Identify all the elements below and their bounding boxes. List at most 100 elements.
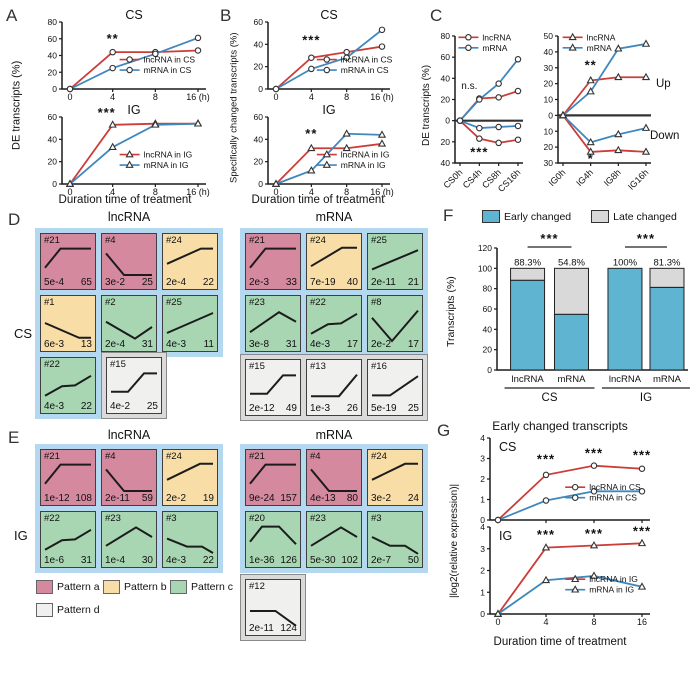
pattern-box-count: 102 — [341, 555, 358, 566]
svg-text:lncRNA in IG: lncRNA in IG — [589, 574, 638, 584]
svg-text:3: 3 — [480, 454, 485, 464]
pattern-box-id: #24 — [371, 451, 387, 462]
panel-f-legend: Early changed Late changed — [482, 210, 677, 223]
pattern-box-count: 21 — [407, 277, 419, 288]
pattern-box: #21 5e-4 65 — [40, 233, 96, 290]
pattern-box-id: #22 — [44, 359, 60, 370]
panel-g-xlabel: Duration time of treatment — [493, 636, 627, 648]
svg-text:0: 0 — [495, 617, 500, 627]
svg-text:40: 40 — [441, 158, 451, 168]
panel-a-ylabel: DE transcripts (%) — [10, 60, 23, 150]
svg-text:CS: CS — [125, 8, 142, 22]
svg-text:***: *** — [537, 452, 555, 467]
panel-d-mrna-title: mRNA — [315, 210, 353, 224]
panel-f-letter: F — [443, 206, 454, 225]
svg-text:8: 8 — [153, 187, 158, 197]
pattern-box-id: #24 — [166, 451, 182, 462]
pattern-box-id: #15 — [110, 359, 126, 370]
svg-text:20: 20 — [48, 157, 58, 167]
pattern-box-pvalue: 1e-12 — [44, 493, 70, 504]
svg-text:1: 1 — [480, 587, 485, 597]
pattern-box-id: #3 — [371, 513, 382, 524]
svg-text:0: 0 — [52, 179, 57, 189]
svg-text:80: 80 — [48, 17, 58, 27]
svg-text:50: 50 — [544, 31, 554, 41]
pattern-box-count: 49 — [285, 403, 297, 414]
svg-text:IG8h: IG8h — [602, 167, 623, 188]
pattern-box: #24 7e-19 40 — [306, 233, 362, 290]
pattern-legend-item: Pattern d — [36, 603, 103, 617]
panel-e-row-label: IG — [14, 528, 28, 543]
chart-b-cs: 0 20 40 60 0 4 8 16 (h) CS lncRNA in CS mRNA in CS… — [240, 8, 396, 103]
svg-text:4: 4 — [309, 187, 314, 197]
svg-text:0: 0 — [487, 365, 492, 375]
svg-text:CS4h: CS4h — [461, 167, 484, 190]
svg-text:mRNA in IG: mRNA in IG — [341, 160, 386, 170]
svg-text:**: ** — [107, 31, 119, 46]
pattern-box-pvalue: 2e-11 — [249, 623, 274, 634]
panel-d-lncrna-title: lncRNA — [107, 210, 151, 224]
pattern-legend-label: Pattern a — [57, 581, 100, 593]
svg-text:60: 60 — [254, 112, 264, 122]
svg-text:54.8%: 54.8% — [558, 257, 585, 268]
pattern-box: #23 5e-30 102 — [306, 511, 362, 568]
svg-text:0: 0 — [480, 609, 485, 619]
pattern-box-pvalue: 7e-19 — [310, 277, 336, 288]
panel-d-letter: D — [8, 210, 21, 229]
panel-a-letter: A — [6, 6, 18, 25]
svg-text:mRNA in IG: mRNA in IG — [589, 585, 634, 595]
svg-text:60: 60 — [48, 34, 58, 44]
svg-text:80: 80 — [441, 31, 451, 41]
bar-legend-swatch-icon — [591, 210, 610, 223]
svg-text:lncRNA: lncRNA — [511, 374, 544, 385]
pattern-box: #4 2e-11 59 — [101, 449, 157, 506]
svg-text:***: *** — [585, 526, 603, 541]
pattern-swatch-icon — [36, 580, 53, 594]
svg-text:lncRNA: lncRNA — [587, 32, 616, 42]
svg-text:**: ** — [305, 126, 317, 141]
pattern-box: #15 2e-12 49 — [245, 359, 301, 416]
chart-c-ig: 30 20 10 0 10 20 30 40 50 IG0h IG4h IG8h IG16h lncRNA… — [530, 28, 657, 203]
pattern-box-id: #21 — [249, 451, 265, 462]
svg-text:**: ** — [585, 57, 597, 72]
panel-e-mrna-title: mRNA — [315, 428, 353, 442]
pattern-box: #4 3e-2 25 — [101, 233, 157, 290]
pattern-box-pvalue: 9e-24 — [249, 493, 275, 504]
pattern-box-pvalue: 4e-3 — [166, 555, 187, 566]
svg-text:***: *** — [98, 105, 116, 120]
pattern-legend: Pattern a Pattern b Pattern c Pattern d — [36, 580, 240, 617]
svg-text:100: 100 — [478, 263, 492, 273]
svg-text:81.3%: 81.3% — [654, 257, 681, 268]
pattern-box-pvalue: 2e-2 — [371, 339, 392, 350]
pattern-box-id: #13 — [310, 361, 326, 372]
svg-text:2: 2 — [480, 474, 485, 484]
svg-text:***: *** — [637, 231, 655, 246]
pattern-box-count: 65 — [80, 277, 92, 288]
svg-text:mRNA: mRNA — [653, 374, 682, 385]
svg-text:0: 0 — [480, 515, 485, 525]
pattern-swatch-icon — [103, 580, 120, 594]
pattern-box: #21 2e-3 33 — [245, 233, 301, 290]
chart-a-ig: 0 20 40 60 0 4 8 16 (h) IG lncRNA in IG mRNA in IG… — [36, 103, 214, 198]
svg-text:***: *** — [540, 231, 558, 246]
pattern-box: #23 3e-8 31 — [245, 295, 301, 352]
pattern-swatch-icon — [170, 580, 187, 594]
svg-text:4: 4 — [480, 522, 485, 532]
chart-g-ig: 0 1 2 3 4 0 4 8 16 IG lncRNA in IG mRNA in IG *** ***… — [464, 522, 656, 632]
svg-text:40: 40 — [544, 47, 554, 57]
svg-text:3: 3 — [480, 544, 485, 554]
pattern-box: #22 4e-3 22 — [40, 357, 96, 414]
panel-c-letter: C — [430, 6, 443, 25]
svg-text:20: 20 — [483, 345, 493, 355]
svg-text:40: 40 — [254, 134, 264, 144]
svg-text:lncRNA in IG: lncRNA in IG — [144, 150, 193, 160]
svg-text:0: 0 — [258, 84, 263, 94]
pattern-box: #16 5e-19 25 — [367, 359, 423, 416]
pattern-box-count: 33 — [285, 277, 297, 288]
pattern-box: #21 9e-24 157 — [245, 449, 301, 506]
pattern-legend-item: Pattern b — [103, 580, 170, 594]
svg-text:16 (h): 16 (h) — [370, 187, 394, 197]
